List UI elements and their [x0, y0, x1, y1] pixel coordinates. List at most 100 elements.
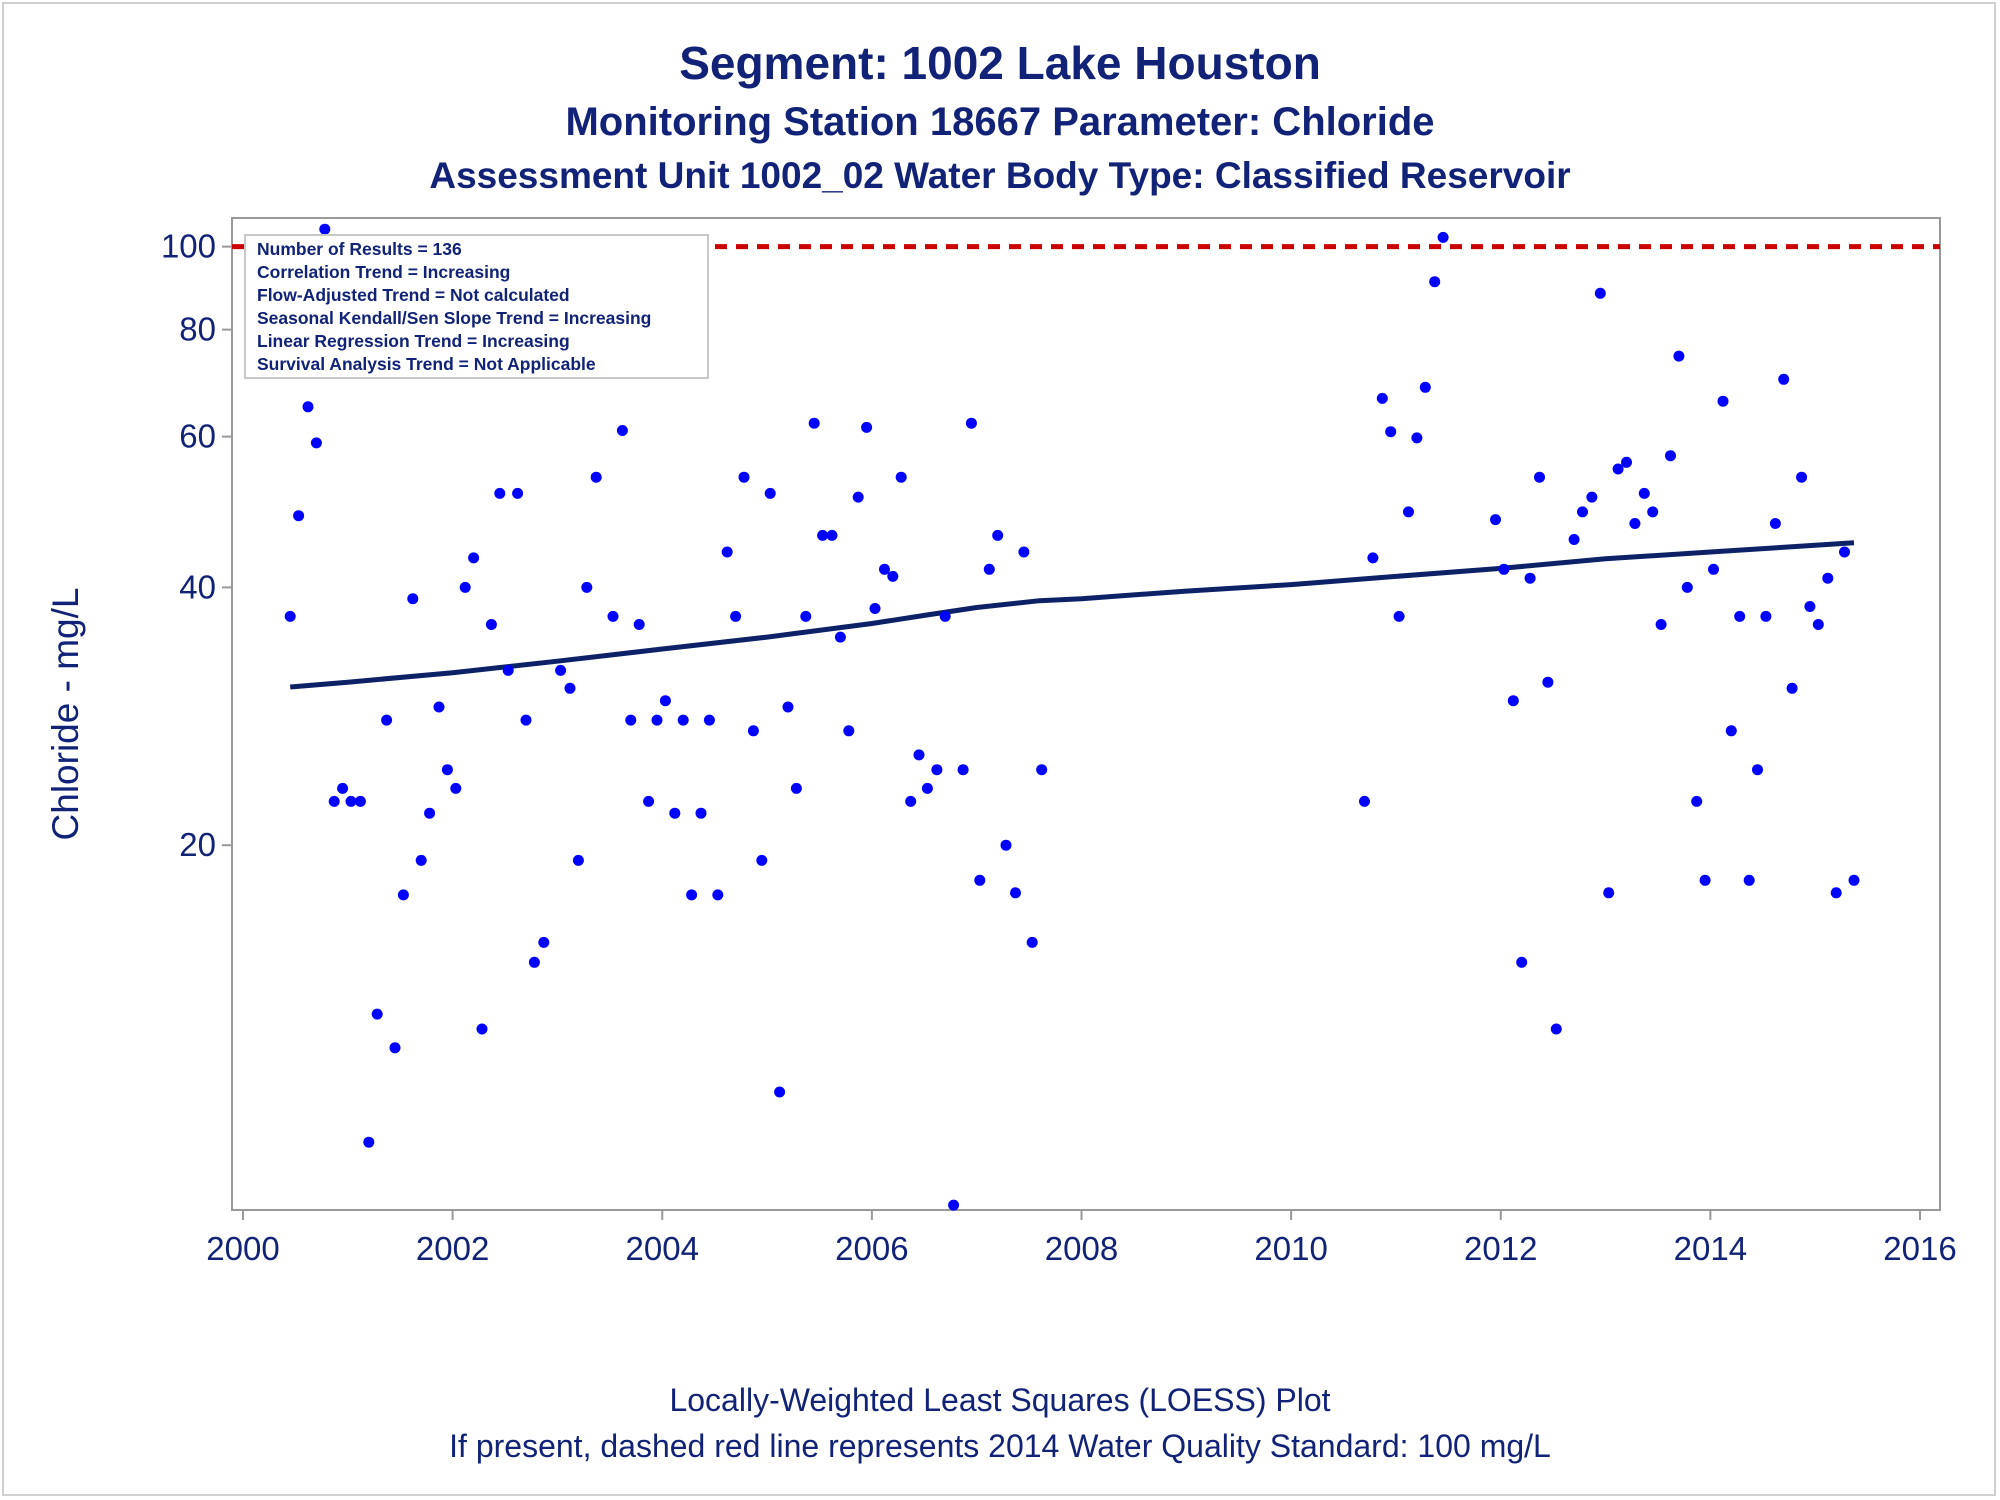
data-point: [869, 603, 881, 614]
stats-line: Seasonal Kendall/Sen Slope Trend = Incre…: [257, 308, 651, 328]
plot-area: 2000 2002 2004 2006 2008 2010 2012 2014 2016 20 40…: [45, 217, 1957, 1267]
x-tick-label: 2004: [626, 1230, 699, 1267]
data-point: [1568, 534, 1580, 545]
data-point: [1577, 506, 1588, 518]
data-point: [633, 619, 645, 630]
data-point: [363, 1136, 375, 1148]
data-point: [459, 581, 471, 593]
data-point: [494, 487, 506, 499]
data-point: [957, 764, 969, 776]
data-point: [1760, 610, 1772, 622]
footer-standard-note: If present, dashed red line represents 2…: [449, 1428, 1551, 1464]
data-point: [1691, 795, 1703, 807]
data-point: [424, 807, 436, 819]
data-point: [1822, 572, 1834, 584]
data-point: [1804, 601, 1816, 612]
data-point: [738, 471, 750, 483]
data-point: [965, 417, 977, 429]
data-point: [1036, 764, 1048, 776]
data-point: [808, 417, 820, 429]
data-point: [337, 782, 349, 794]
data-point: [1839, 546, 1850, 558]
stats-line: Correlation Trend = Increasing: [257, 262, 510, 282]
data-point: [1655, 619, 1667, 630]
data-point: [669, 807, 681, 819]
data-point: [1000, 839, 1012, 851]
data-point: [397, 889, 409, 901]
y-tick-label: 100: [161, 228, 216, 265]
x-tick-label: 2008: [1045, 1230, 1118, 1267]
stats-box: [244, 234, 709, 379]
data-point: [721, 546, 733, 558]
data-point: [520, 714, 532, 726]
x-tick-label: 2006: [835, 1230, 908, 1267]
stats-line: Flow-Adjusted Trend = Not calculated: [257, 285, 570, 305]
x-tick-label: 2012: [1464, 1230, 1537, 1267]
data-point: [581, 581, 593, 593]
data-point: [712, 889, 724, 901]
data-point: [695, 807, 707, 819]
data-point: [1490, 514, 1501, 526]
loess-trend-line: [289, 540, 1855, 690]
footer-plot-description: Locally-Weighted Least Squares (LOESS) P…: [669, 1382, 1331, 1418]
data-point: [528, 956, 540, 968]
data-point: [659, 695, 671, 707]
data-point: [1699, 874, 1711, 886]
x-tick-label: 2014: [1674, 1230, 1747, 1267]
chart-subtitle-assessment: Assessment Unit 1002_02 Water Body Type:…: [429, 155, 1571, 196]
data-point: [1638, 487, 1650, 499]
data-point: [502, 664, 514, 676]
data-point: [879, 563, 890, 575]
data-point: [319, 223, 331, 235]
data-point: [450, 782, 462, 794]
data-point: [1769, 518, 1781, 529]
data-point: [512, 487, 524, 499]
data-point: [913, 749, 925, 761]
data-point: [1010, 887, 1021, 899]
data-point: [1752, 764, 1763, 776]
data-point: [939, 610, 951, 622]
stats-line: Number of Results = 136: [257, 239, 462, 259]
x-tick-label: 2010: [1254, 1230, 1327, 1267]
data-point: [921, 782, 933, 794]
data-point: [1403, 506, 1414, 518]
data-point: [1419, 381, 1431, 393]
data-point: [415, 854, 427, 866]
data-point: [1411, 432, 1423, 444]
data-point: [1393, 610, 1405, 622]
data-point: [345, 795, 357, 807]
data-point: [284, 610, 296, 622]
data-point: [861, 421, 873, 433]
data-point: [1734, 610, 1746, 622]
plot-border: [231, 217, 1941, 1211]
stats-line: Survival Analysis Trend = Not Applicable: [257, 354, 596, 374]
data-point: [800, 610, 812, 622]
data-point: [948, 1199, 960, 1211]
data-point: [1612, 463, 1624, 475]
data-point: [485, 619, 497, 630]
data-point: [441, 764, 453, 776]
data-point: [1603, 887, 1615, 899]
data-point: [538, 936, 550, 948]
stats-line: Linear Regression Trend = Increasing: [257, 331, 570, 351]
data-point: [764, 487, 776, 499]
data-point: [381, 714, 393, 726]
data-point: [1647, 506, 1659, 518]
data-point: [1681, 581, 1693, 593]
data-point: [817, 529, 829, 541]
data-point: [1516, 956, 1528, 968]
data-point: [905, 795, 917, 807]
data-point: [328, 795, 340, 807]
data-point: [1367, 552, 1379, 564]
data-point: [1778, 373, 1790, 385]
data-point: [616, 425, 628, 436]
data-point: [1848, 874, 1860, 886]
y-tick-label: 40: [179, 568, 216, 605]
data-point: [1586, 491, 1598, 503]
data-point: [1743, 874, 1755, 886]
data-point: [686, 889, 698, 901]
data-point: [1429, 276, 1441, 288]
data-point: [389, 1042, 401, 1054]
